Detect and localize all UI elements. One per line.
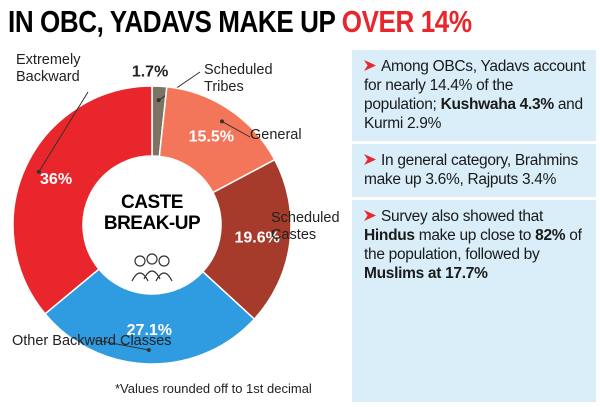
category-label: General <box>250 127 302 143</box>
icon-head <box>134 255 146 267</box>
leader-dot <box>156 98 161 103</box>
notes-panel: Among OBCs, Yadavs account for nearly 14… <box>352 50 596 402</box>
note-text: Muslims at 17.7% <box>364 265 488 282</box>
bullet-arrow <box>364 60 376 71</box>
center-label: CASTE BREAK-UP <box>103 192 201 234</box>
category-label: Other Backward Classes <box>12 333 172 349</box>
title: IN OBC, YADAVS MAKE UP OVER 14% <box>8 4 472 40</box>
leader-line <box>38 91 89 173</box>
note-text: and Kurmi 2.9% <box>364 96 583 132</box>
note-text: In general category, Brahmins make up 3.… <box>364 152 578 188</box>
donut-chart: 1.7% 15.5% 19.6% 27.1% 36% <box>12 63 292 365</box>
value-label: 19.6% <box>234 230 279 247</box>
leader-dot <box>36 169 41 174</box>
leader-line <box>94 339 149 351</box>
value-label: 36% <box>40 171 72 188</box>
note-text: Survey also showed that <box>381 208 543 225</box>
value-label: 27.1% <box>127 322 172 339</box>
note-text: of the population, followed by <box>364 227 582 263</box>
note-point: In general category, Brahmins make up 3.… <box>352 144 596 200</box>
value-label: 1.7% <box>132 63 168 80</box>
title-text: IN OBC, YADAVS MAKE UP <box>8 4 335 39</box>
donut-slice <box>12 85 153 315</box>
category-label: Scheduled Tribes <box>204 62 273 95</box>
leader-dot <box>273 238 278 243</box>
value-label: 15.5% <box>189 128 234 145</box>
icon-body <box>155 272 173 282</box>
note-text: Hindus <box>364 227 415 244</box>
title-highlight: OVER 14% <box>341 4 472 39</box>
donut-slice <box>201 158 292 321</box>
note-text: Kushwaha 4.3% <box>440 96 555 113</box>
note-text: make up close to <box>414 227 536 244</box>
note-point: Survey also showed that Hindus make up c… <box>352 200 596 291</box>
leader-dot <box>219 119 224 124</box>
category-label: Scheduled Castes <box>271 210 340 243</box>
leader-line <box>221 120 251 138</box>
icon-head <box>158 255 170 267</box>
note-text: 82% <box>535 227 566 244</box>
icon-body <box>131 272 149 282</box>
donut-hole <box>84 157 220 293</box>
icon-head <box>146 253 158 265</box>
note-text: Among OBCs, Yadavs account for nearly 14… <box>364 58 586 113</box>
bullet-arrow <box>364 210 376 221</box>
category-label: Extremely Backward <box>16 52 81 85</box>
leader-dot <box>146 347 151 352</box>
note-point: Among OBCs, Yadavs account for nearly 14… <box>352 50 596 144</box>
bullet-arrow <box>364 154 376 165</box>
people-icon <box>131 253 173 282</box>
footnote: *Values rounded off to 1st decimal <box>115 381 312 396</box>
